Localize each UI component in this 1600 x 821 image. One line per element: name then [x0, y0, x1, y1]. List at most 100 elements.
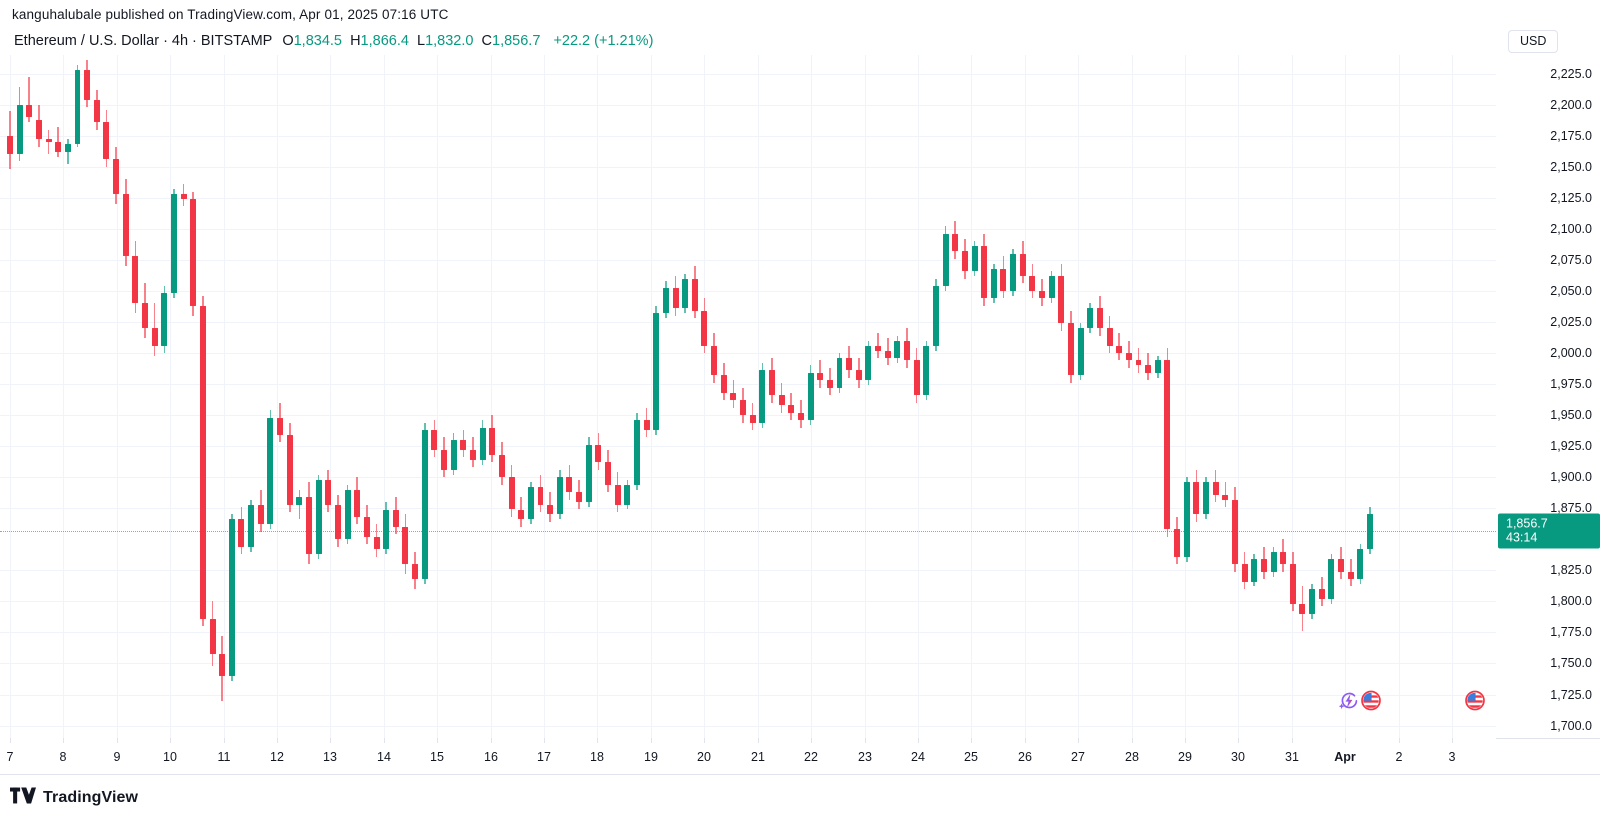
candle-body-bearish: [7, 135, 13, 155]
time-axis-tick: 15: [430, 750, 444, 764]
time-axis-tick: 27: [1071, 750, 1085, 764]
time-axis-tick-mark: [117, 738, 118, 743]
candle-body-bullish: [161, 293, 168, 346]
price-axis-tick: 1,950.0: [1550, 408, 1592, 423]
candle-body-bullish: [1328, 559, 1335, 599]
legend-high-label: H: [350, 33, 361, 49]
candle-body-bearish: [1222, 494, 1229, 500]
legend-symbol[interactable]: Ethereum / U.S. Dollar: [14, 33, 160, 49]
candle-body-bearish: [508, 477, 515, 510]
candle-wick: [1224, 482, 1227, 507]
candle-body-bullish: [759, 370, 766, 423]
price-axis-tick: 2,100.0: [1550, 221, 1592, 236]
candle-body-bullish: [556, 477, 563, 515]
candle-body-bullish: [1154, 360, 1161, 373]
gridline-vertical: [384, 55, 385, 738]
price-axis-tick: 1,750.0: [1550, 656, 1592, 671]
candle-body-bullish: [527, 487, 534, 520]
time-axis-tick-mark: [1292, 738, 1293, 743]
price-axis-tick: 1,825.0: [1550, 563, 1592, 578]
candle-body-bullish: [923, 345, 930, 396]
gridline-vertical: [918, 55, 919, 738]
candle-body-bearish: [412, 564, 419, 580]
legend-separator-2: ·: [192, 33, 197, 49]
chart-plot-area[interactable]: [0, 55, 1496, 738]
candle-body-bullish: [624, 484, 631, 505]
candle-body-bearish: [199, 305, 206, 619]
time-axis-tick: 7: [6, 750, 14, 764]
time-axis-tick: 24: [911, 750, 925, 764]
candle-body-bearish: [55, 141, 62, 152]
candle-body-bearish: [373, 536, 380, 550]
time-axis[interactable]: 7 8 9 10 11 12 13 14 15 16 17 18 19 20 21 22 23 24 25 26 27 2…: [0, 738, 1496, 774]
candle-body-bearish: [1000, 268, 1007, 291]
candle-body-bearish: [797, 412, 804, 421]
candle-body-bullish: [1203, 482, 1209, 515]
legend-open-label: O: [282, 33, 294, 49]
candle-body-bullish: [1183, 482, 1190, 557]
price-axis-tick: 2,000.0: [1550, 346, 1592, 361]
candle-body-bullish: [990, 268, 997, 299]
legend-close-label: C: [481, 33, 493, 49]
time-axis-tick: 14: [377, 750, 391, 764]
chart-gridlines: [0, 55, 1496, 738]
us-flag-icon[interactable]: [1361, 690, 1382, 716]
price-axis-tick: 2,225.0: [1550, 66, 1592, 81]
gridline-vertical: [758, 55, 759, 738]
candle-body-bearish: [441, 449, 448, 470]
candle-body-bearish: [749, 415, 756, 423]
candle-body-bearish: [817, 372, 824, 381]
candle-body-bearish: [103, 122, 110, 160]
gridline-horizontal: [0, 353, 1496, 355]
price-axis-tick: 1,725.0: [1550, 687, 1592, 702]
legend-high-value: 1,866.4: [360, 33, 409, 49]
price-axis-tick: 2,075.0: [1550, 252, 1592, 267]
legend-interval[interactable]: 4h: [171, 33, 189, 49]
time-axis-tick-mark: [651, 738, 652, 743]
candle-wick: [67, 139, 69, 165]
gridline-horizontal: [0, 384, 1496, 386]
candle-body-bearish: [1058, 276, 1065, 324]
time-axis-tick-mark: [1345, 738, 1346, 743]
candle-body-bearish: [363, 516, 370, 537]
candle-body-bearish: [142, 303, 148, 329]
candle-body-bullish: [585, 444, 592, 503]
gridline-horizontal: [0, 725, 1496, 727]
time-axis-tick-mark: [330, 738, 331, 743]
candle-body-bearish: [566, 477, 573, 493]
candle-body-bearish: [913, 360, 920, 396]
candle-body-bullish: [836, 358, 843, 388]
current-price-badge[interactable]: 1,856.7 43:14: [1498, 513, 1600, 549]
candle-body-bullish: [1077, 328, 1084, 376]
price-axis[interactable]: USD 2,225.0 2,200.0 2,175.0 2,150.0 2,125.0 2…: [1496, 25, 1600, 738]
gridline-horizontal: [0, 321, 1496, 323]
candle-body-bullish: [383, 509, 390, 550]
candle-body-bearish: [1338, 559, 1345, 572]
candle-body-bearish: [489, 427, 496, 455]
candle-body-bullish: [344, 489, 351, 540]
time-axis-tick: 8: [59, 750, 67, 764]
candle-body-bullish: [170, 194, 177, 294]
legend-exchange[interactable]: BITSTAMP: [200, 33, 273, 49]
currency-unit-badge[interactable]: USD: [1508, 30, 1559, 53]
candle-body-bearish: [768, 370, 775, 396]
candle-body-bullish: [1270, 551, 1277, 572]
us-flag-icon[interactable]: [1465, 690, 1486, 716]
candle-body-bullish: [1087, 308, 1094, 329]
sparkle-bolt-icon[interactable]: [1338, 692, 1360, 717]
legend-close-value: 1,856.7: [492, 33, 541, 49]
candle-body-bullish: [248, 504, 255, 547]
legend-separator-1: ·: [163, 33, 168, 49]
legend-change: +22.2 (+1.21%): [553, 33, 654, 49]
time-axis-tick: 13: [323, 750, 337, 764]
time-axis-tick-mark: [1078, 738, 1079, 743]
price-axis-tick: 1,925.0: [1550, 439, 1592, 454]
price-axis-tick: 1,700.0: [1550, 718, 1592, 733]
legend-low-label: L: [417, 33, 426, 49]
candle-body-bearish: [518, 509, 525, 520]
candle-body-bearish: [1241, 564, 1248, 582]
time-axis-tick-mark: [544, 738, 545, 743]
candle-body-bearish: [1299, 603, 1306, 614]
candle-wick: [57, 127, 60, 157]
time-axis-tick-mark: [865, 738, 866, 743]
